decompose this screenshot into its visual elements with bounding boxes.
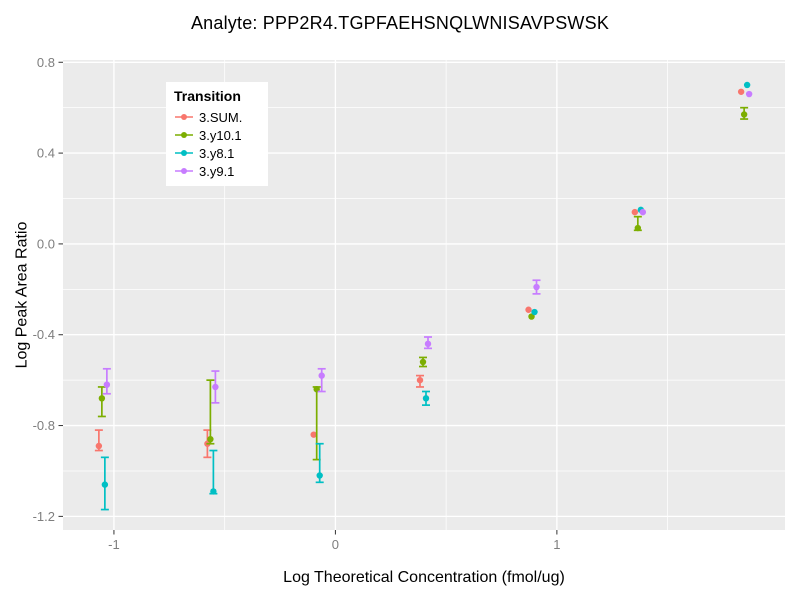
y-tick-label: -0.4 bbox=[33, 327, 55, 342]
data-point bbox=[634, 224, 642, 232]
x-tick-label: 0 bbox=[332, 537, 339, 552]
legend-key-icon bbox=[175, 132, 193, 138]
series-3-y8-1 bbox=[100, 81, 751, 511]
legend-item-label: 3.y8.1 bbox=[199, 145, 235, 161]
data-point bbox=[745, 90, 753, 98]
data-point bbox=[98, 395, 106, 402]
series-3-y9-1 bbox=[102, 90, 753, 404]
legend-item-label: 3.y10.1 bbox=[199, 127, 242, 143]
data-point bbox=[101, 481, 109, 488]
legend-items: 3.SUM. 3.y10.1 3.y8.1 3.y9.1 bbox=[174, 108, 260, 180]
legend-item: 3.SUM. bbox=[174, 108, 260, 126]
x-tick-label: -1 bbox=[108, 537, 120, 552]
error-bar bbox=[102, 367, 111, 395]
data-point bbox=[424, 340, 432, 348]
legend-item: 3.y8.1 bbox=[174, 144, 260, 162]
error-bar bbox=[206, 379, 215, 445]
data-point bbox=[737, 88, 745, 95]
data-point bbox=[416, 376, 424, 384]
data-point bbox=[631, 208, 639, 216]
data-point bbox=[212, 383, 219, 391]
data-point bbox=[528, 313, 535, 320]
legend-item-label: 3.SUM. bbox=[199, 109, 243, 125]
y-tick-label: 0.4 bbox=[37, 146, 55, 161]
grid-major bbox=[63, 60, 785, 530]
y-tick-label: 0.8 bbox=[37, 55, 55, 70]
legend-key-point bbox=[181, 150, 187, 156]
legend-key-point bbox=[181, 168, 187, 174]
y-axis-title-wrap: Log Peak Area Ratio bbox=[0, 60, 44, 530]
data-point bbox=[207, 435, 214, 443]
x-tick-label: 1 bbox=[553, 537, 560, 552]
legend-key-icon bbox=[175, 150, 193, 156]
legend-key-icon bbox=[175, 114, 193, 120]
tick-labels: -1 0 1 0.8 0.4 0.0 -0.4 -0.8 -1.2 bbox=[33, 55, 561, 552]
axis-ticks bbox=[58, 61, 558, 535]
legend-item: 3.y9.1 bbox=[174, 162, 260, 180]
legend-key-icon bbox=[175, 168, 193, 174]
legend-item: 3.y10.1 bbox=[174, 126, 260, 144]
data-point bbox=[103, 381, 111, 388]
data-point bbox=[525, 306, 532, 313]
legend: Transition 3.SUM. 3.y10.1 3.y8.1 3.y9.1 bbox=[166, 82, 268, 186]
data-point bbox=[743, 81, 751, 89]
data-point bbox=[531, 308, 538, 316]
data-point bbox=[419, 358, 427, 366]
x-axis-title: Log Theoretical Concentration (fmol/ug) bbox=[283, 569, 565, 586]
data-point bbox=[210, 488, 217, 495]
data-point bbox=[639, 208, 647, 216]
data-point bbox=[533, 283, 540, 291]
data-point bbox=[316, 472, 323, 479]
y-tick-label: 0.0 bbox=[37, 236, 55, 251]
data-point bbox=[740, 111, 748, 118]
y-tick-label: -0.8 bbox=[33, 418, 55, 433]
data-point bbox=[422, 395, 430, 402]
data-point bbox=[95, 442, 103, 450]
legend-title: Transition bbox=[174, 88, 241, 104]
legend-key-point bbox=[181, 132, 187, 138]
legend-item-label: 3.y9.1 bbox=[199, 163, 235, 179]
error-bar bbox=[97, 386, 106, 418]
data-point bbox=[310, 431, 317, 438]
y-axis-title: Log Peak Area Ratio bbox=[13, 221, 31, 369]
data-point bbox=[318, 372, 325, 379]
y-tick-label: -1.2 bbox=[33, 509, 55, 524]
chart-title: Analyte: PPP2R4.TGPFAEHSNQLWNISAVPSWSK bbox=[190, 13, 610, 33]
legend-key-point bbox=[181, 114, 187, 120]
